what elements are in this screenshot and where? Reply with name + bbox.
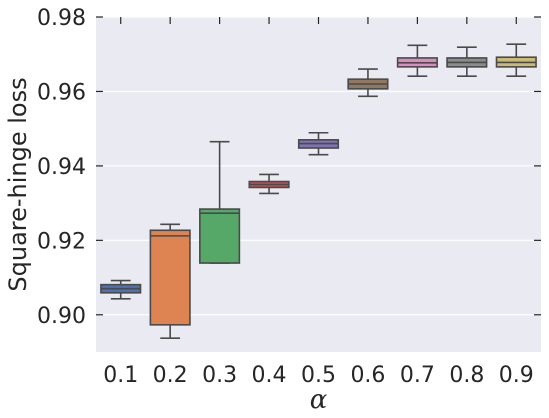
y-tick-label: 0.98 bbox=[37, 6, 86, 31]
x-tick-label: 0.7 bbox=[400, 363, 435, 388]
x-tick-label: 0.5 bbox=[301, 363, 336, 388]
box-body bbox=[149, 229, 191, 326]
x-tick-label: 0.6 bbox=[350, 363, 385, 388]
box-0.8 bbox=[446, 46, 488, 77]
x-tick-label: 0.2 bbox=[153, 363, 188, 388]
box-0.3 bbox=[199, 140, 241, 264]
x-tick-label: 0.1 bbox=[103, 363, 138, 388]
x-tick-label: 0.8 bbox=[449, 363, 484, 388]
box-0.7 bbox=[396, 44, 438, 77]
y-tick-label: 0.90 bbox=[37, 304, 86, 329]
y-tick-label: 0.92 bbox=[37, 229, 86, 254]
box-0.2 bbox=[149, 223, 191, 340]
box-0.9 bbox=[495, 43, 537, 77]
y-tick-label: 0.96 bbox=[37, 80, 86, 105]
x-tick-label: 0.9 bbox=[499, 363, 534, 388]
box-0.6 bbox=[347, 68, 389, 98]
y-axis-label: Square-hinge loss bbox=[4, 77, 32, 291]
y-axis-ticks: 0.90 0.92 0.94 0.96 0.98 bbox=[37, 6, 541, 329]
boxes bbox=[100, 43, 537, 340]
box-0.4 bbox=[248, 173, 290, 195]
box-body bbox=[199, 208, 241, 264]
x-axis-ticks: 0.1 0.2 0.3 0.4 0.5 0.6 0.7 0.8 0.9 bbox=[103, 17, 534, 388]
x-axis-label: α bbox=[310, 385, 328, 415]
x-tick-label: 0.4 bbox=[252, 363, 287, 388]
y-tick-label: 0.94 bbox=[37, 155, 86, 180]
box-0.5 bbox=[297, 131, 340, 156]
x-tick-label: 0.3 bbox=[202, 363, 237, 388]
box-0.1 bbox=[100, 279, 142, 300]
